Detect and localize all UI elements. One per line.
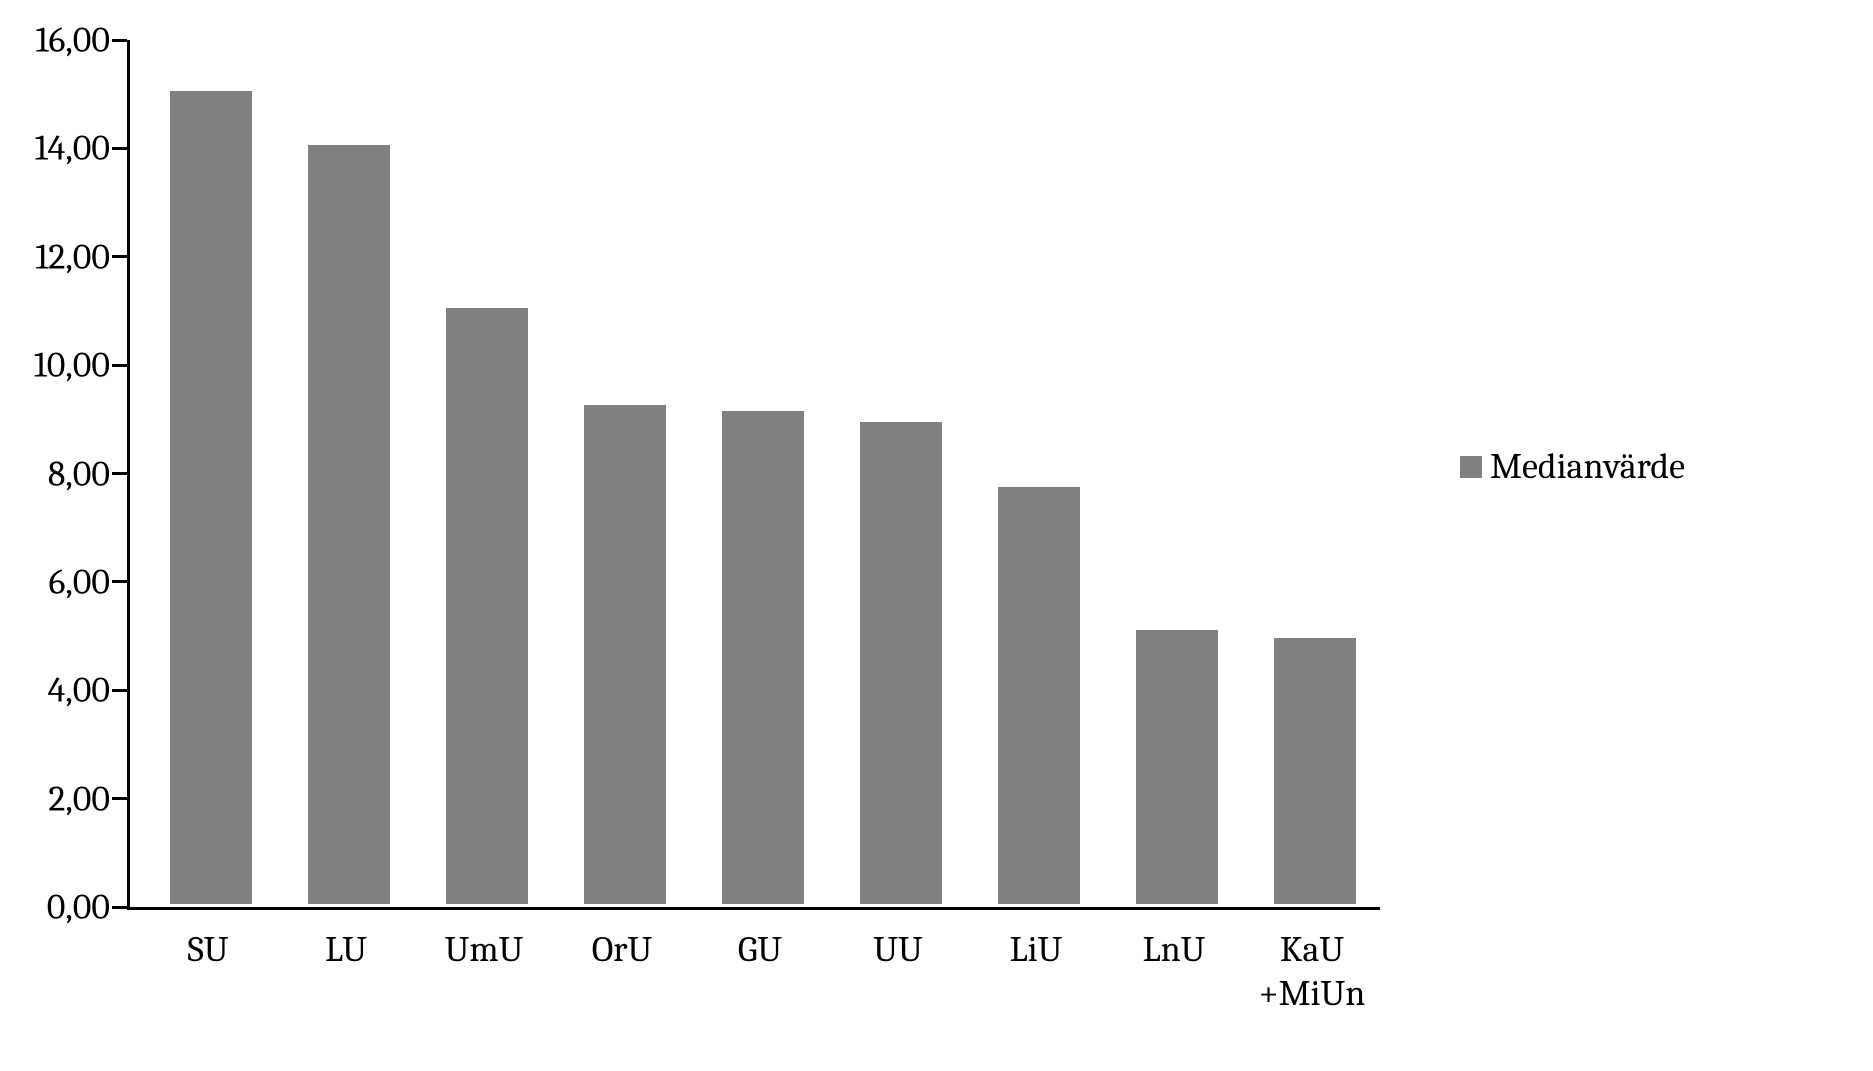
y-tick-label: 8,00 <box>48 453 110 494</box>
y-tick-mark <box>112 255 127 258</box>
y-tick-label: 10,00 <box>34 345 110 386</box>
bar <box>446 308 528 904</box>
legend-swatch <box>1460 456 1482 478</box>
y-tick-label: 2,00 <box>48 778 110 819</box>
y-tick-mark <box>112 906 127 909</box>
bar <box>170 91 252 904</box>
y-tick-label: 14,00 <box>35 128 110 169</box>
bar-chart: 0,00 2,00 4,00 6,00 8,00 10,00 12,00 14,00 16,00… <box>0 0 1873 1071</box>
y-tick-mark <box>112 147 127 150</box>
bar <box>1274 638 1356 904</box>
y-tick-mark <box>112 689 127 692</box>
legend-label: Medianvärde <box>1490 446 1685 487</box>
y-tick-label: 6,00 <box>48 561 110 602</box>
y-tick-label: 4,00 <box>48 670 110 711</box>
y-tick-mark <box>112 797 127 800</box>
y-tick-label: 0,00 <box>47 887 110 928</box>
bar <box>584 405 666 904</box>
bar <box>722 411 804 904</box>
y-tick-mark <box>112 580 127 583</box>
y-tick-mark <box>112 472 127 475</box>
y-tick-label: 12,00 <box>35 236 110 277</box>
bar <box>998 487 1080 904</box>
y-tick-mark <box>112 364 127 367</box>
y-tick-mark <box>112 39 127 42</box>
plot-area <box>127 40 1380 910</box>
y-tick-label: 16,00 <box>35 20 110 61</box>
bars-container <box>130 40 1380 907</box>
bar <box>1136 630 1218 904</box>
x-category-label: KaU +MiUn <box>1222 928 1402 1016</box>
legend: Medianvärde <box>1460 446 1685 487</box>
bar <box>308 145 390 904</box>
bar <box>860 422 942 904</box>
